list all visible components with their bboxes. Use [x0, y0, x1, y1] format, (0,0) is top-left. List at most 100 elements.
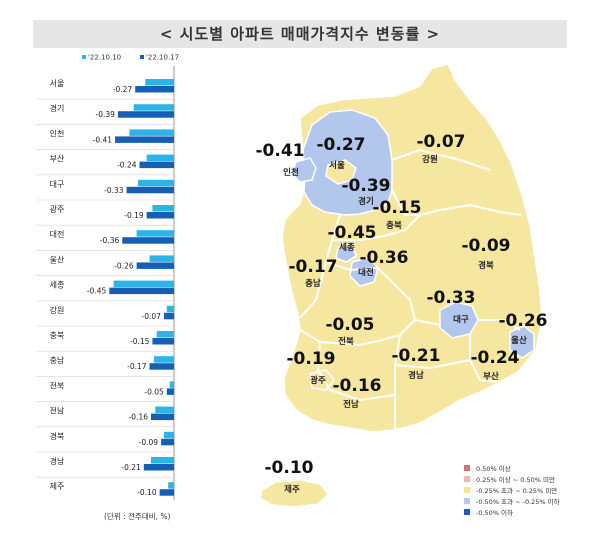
- category-label: 인천: [50, 128, 65, 138]
- bar-prev-week: [138, 179, 174, 187]
- data-label: -0.33: [104, 186, 124, 195]
- map-region-name: 대구: [453, 314, 469, 325]
- bar-prev-week: [168, 482, 174, 489]
- bar-prev-week: [156, 331, 174, 338]
- map-region-name: 제주: [284, 484, 300, 495]
- map-legend-label: -0.25% 초과 ~ 0.25% 미만: [476, 486, 557, 495]
- map-region-name: 인천: [283, 167, 299, 178]
- bar-this-week: [152, 338, 174, 345]
- map-region-jeju: [259, 479, 330, 508]
- map-region-name: 대전: [358, 267, 374, 278]
- bar-prev-week: [163, 431, 174, 439]
- map-value-label: -0.33: [427, 288, 476, 308]
- map-region-ulsan: [509, 325, 535, 359]
- bar-this-week: [117, 111, 174, 118]
- bar-prev-week: [145, 79, 174, 86]
- map-region-name: 강원: [422, 154, 438, 165]
- data-label: -0.21: [121, 463, 141, 472]
- data-label: -0.19: [124, 211, 144, 220]
- category-label: 대전: [50, 229, 65, 239]
- map-value-label: -0.41: [256, 141, 305, 161]
- category-label: 대구: [50, 180, 65, 189]
- legend-swatch: [82, 55, 86, 59]
- bar-this-week: [109, 287, 174, 295]
- data-label: -0.24: [117, 161, 137, 170]
- category-label: 서울: [50, 79, 65, 88]
- bar-this-week: [126, 186, 174, 194]
- data-label: -0.10: [137, 488, 157, 497]
- map-region-name: 부산: [483, 371, 499, 382]
- bar-prev-week: [152, 205, 174, 212]
- map-region-name: 경기: [358, 196, 374, 207]
- category-label: 충남: [50, 356, 65, 365]
- bar-prev-week: [129, 129, 174, 136]
- bar-this-week: [149, 363, 174, 370]
- map-region-name: 충남: [305, 278, 321, 289]
- map-region-name: 서울: [329, 160, 345, 171]
- map-legend-swatch: [464, 487, 470, 493]
- bar-this-week: [151, 413, 174, 421]
- map-legend-swatch: [464, 509, 470, 515]
- bar-this-week: [136, 262, 174, 269]
- map-value-label: -0.15: [373, 198, 422, 218]
- data-label: -0.27: [113, 85, 133, 94]
- bar-prev-week: [136, 230, 174, 237]
- map-value-label: -0.26: [499, 311, 548, 331]
- map-region-name: 울산: [511, 335, 527, 346]
- map-value-label: -0.17: [289, 257, 338, 277]
- data-label: -0.16: [129, 413, 149, 422]
- map-region-incheon: [291, 157, 317, 183]
- category-label: 전북: [50, 380, 65, 390]
- bar-prev-week: [149, 255, 174, 262]
- category-label: 경남: [50, 456, 65, 466]
- data-label: -0.26: [114, 261, 134, 270]
- map-value-label: -0.09: [462, 236, 511, 256]
- unit-note: (단위 : 전주대비, %): [104, 512, 171, 521]
- data-label: -0.45: [87, 287, 107, 296]
- map-borders: [299, 148, 523, 430]
- legend-swatch: [140, 55, 144, 59]
- category-label: 세종: [50, 281, 65, 290]
- map-value-label: -0.24: [471, 348, 520, 368]
- category-label: 부산: [50, 154, 65, 164]
- data-label: -0.39: [96, 110, 116, 119]
- data-label: -0.07: [142, 312, 162, 321]
- bar-prev-week: [155, 406, 174, 414]
- bar-prev-week: [146, 154, 174, 162]
- map-region-name: 경남: [408, 370, 424, 381]
- map-value-label: -0.21: [392, 346, 441, 366]
- category-label: 울산: [50, 254, 65, 264]
- bar-this-week: [146, 212, 174, 219]
- bar-prev-week: [151, 457, 174, 464]
- bar-this-week: [115, 136, 174, 143]
- bar-this-week: [166, 388, 174, 395]
- map-value-label: -0.45: [328, 223, 377, 243]
- map-region-sejong: [335, 243, 357, 263]
- map-region-daejeon: [349, 257, 379, 287]
- map-legend-label: -0.50% 이하: [476, 508, 513, 517]
- bar-this-week: [161, 438, 174, 446]
- bar-prev-week: [153, 356, 174, 363]
- map-value-label: -0.05: [326, 315, 375, 335]
- data-label: -0.41: [93, 135, 113, 144]
- map-value-label: -0.39: [342, 176, 391, 196]
- data-label: -0.36: [100, 236, 120, 245]
- category-label: 충북: [50, 331, 65, 340]
- map-region-name: 충북: [386, 220, 402, 231]
- data-label: -0.15: [130, 337, 150, 346]
- map-region-seoul: [325, 159, 357, 185]
- data-label: -0.17: [127, 362, 147, 371]
- data-label: -0.05: [144, 387, 164, 396]
- category-label: 광주: [50, 204, 65, 214]
- map-region-name: 전남: [343, 399, 359, 410]
- bar-this-week: [143, 464, 174, 471]
- map-legend-swatch: [464, 498, 470, 504]
- map-value-label: -0.19: [287, 349, 336, 369]
- map-region-name: 전북: [338, 336, 354, 347]
- map-region-daegu: [439, 301, 479, 339]
- category-label: 강원: [50, 305, 65, 315]
- category-label: 제주: [50, 482, 65, 491]
- legend-label: '22.10.10: [88, 54, 121, 62]
- legend-label: '22.10.17: [146, 54, 179, 62]
- map-legend-swatch: [464, 465, 470, 471]
